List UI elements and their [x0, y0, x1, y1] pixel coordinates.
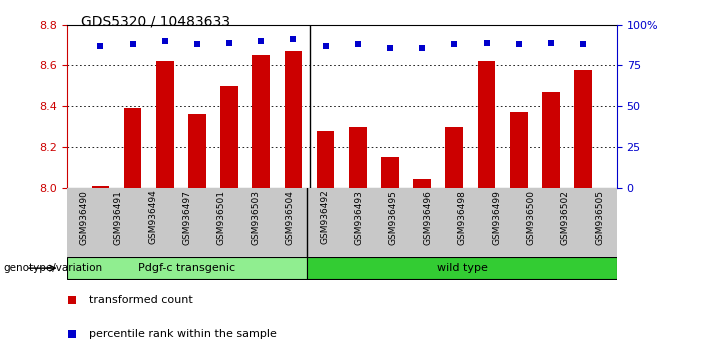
Bar — [446, 127, 463, 188]
Bar — [307, 188, 341, 257]
Text: GSM936497: GSM936497 — [182, 190, 191, 245]
Bar — [67, 257, 307, 279]
Bar — [170, 188, 204, 257]
Text: GSM936491: GSM936491 — [114, 190, 123, 245]
Bar — [376, 188, 411, 257]
Bar — [204, 188, 238, 257]
Text: GSM936492: GSM936492 — [320, 190, 329, 245]
Bar — [67, 188, 101, 257]
Bar — [317, 131, 334, 188]
Bar — [510, 112, 528, 188]
Text: GSM936493: GSM936493 — [355, 190, 363, 245]
Text: GSM936494: GSM936494 — [148, 190, 157, 245]
Bar — [92, 185, 109, 188]
Text: genotype/variation: genotype/variation — [4, 263, 102, 273]
Bar — [238, 188, 273, 257]
Bar — [548, 188, 583, 257]
Text: GSM936490: GSM936490 — [79, 190, 88, 245]
Bar — [341, 188, 376, 257]
Text: GSM936501: GSM936501 — [217, 190, 226, 245]
Bar — [349, 127, 367, 188]
Bar — [307, 257, 617, 279]
Text: GSM936495: GSM936495 — [389, 190, 398, 245]
Bar — [445, 188, 479, 257]
Bar — [273, 188, 307, 257]
Bar — [124, 108, 142, 188]
Text: GSM936500: GSM936500 — [526, 190, 536, 245]
Text: wild type: wild type — [437, 263, 488, 273]
Text: GDS5320 / 10483633: GDS5320 / 10483633 — [81, 14, 230, 28]
Bar — [477, 62, 496, 188]
Text: GSM936502: GSM936502 — [561, 190, 570, 245]
Bar — [514, 188, 548, 257]
Text: GSM936496: GSM936496 — [423, 190, 433, 245]
Bar — [101, 188, 135, 257]
Bar — [583, 188, 617, 257]
Text: GSM936505: GSM936505 — [595, 190, 604, 245]
Bar — [285, 51, 302, 188]
Bar — [252, 55, 270, 188]
Text: percentile rank within the sample: percentile rank within the sample — [88, 329, 276, 339]
Text: GSM936504: GSM936504 — [285, 190, 294, 245]
Text: Pdgf-c transgenic: Pdgf-c transgenic — [138, 263, 236, 273]
Text: transformed count: transformed count — [88, 295, 192, 305]
Bar — [542, 92, 559, 188]
Bar — [411, 188, 445, 257]
Bar — [135, 188, 170, 257]
Text: GSM936503: GSM936503 — [251, 190, 260, 245]
Bar — [381, 157, 399, 188]
Bar — [156, 62, 174, 188]
Bar — [188, 114, 206, 188]
Bar — [414, 179, 431, 188]
Text: GSM936499: GSM936499 — [492, 190, 501, 245]
Bar — [220, 86, 238, 188]
Bar — [479, 188, 514, 257]
Bar — [574, 70, 592, 188]
Text: GSM936498: GSM936498 — [458, 190, 467, 245]
